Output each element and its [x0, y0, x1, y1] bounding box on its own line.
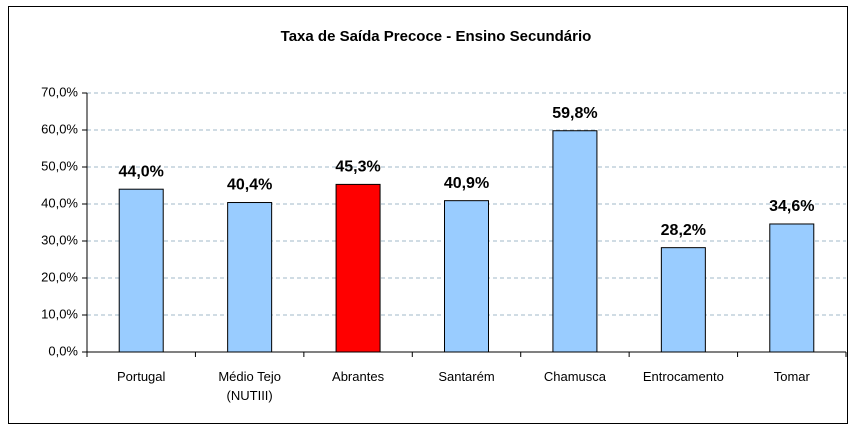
bar: [335, 183, 381, 353]
x-tick-label: Abrantes: [332, 369, 385, 384]
x-tick-label: Portugal: [116, 369, 166, 384]
bar: [660, 247, 706, 353]
data-label: 34,6%: [769, 198, 814, 215]
x-tick-label: Chamusca: [543, 369, 606, 384]
y-tick-label: 40,0%: [41, 195, 78, 210]
y-tick-label: 0,0%: [48, 343, 78, 358]
y-tick-label: 20,0%: [41, 269, 78, 284]
data-label: 44,0%: [119, 163, 164, 180]
bar: [118, 188, 164, 353]
y-tick-label: 60,0%: [41, 121, 78, 136]
data-label: 28,2%: [661, 222, 706, 239]
y-tick-label: 30,0%: [41, 232, 78, 247]
x-tick-label: Entrocamento: [642, 369, 724, 384]
bar: [769, 223, 815, 353]
chart-title: Taxa de Saída Precoce - Ensino Secundári…: [281, 28, 592, 45]
bar: [444, 200, 489, 353]
bar: [227, 202, 273, 353]
data-label: 40,9%: [444, 175, 489, 192]
y-tick-label: 50,0%: [41, 158, 78, 173]
y-tick-label: 70,0%: [41, 84, 78, 99]
data-label: 59,8%: [552, 105, 597, 122]
data-label: 40,4%: [227, 177, 272, 194]
bar: [552, 130, 598, 353]
y-tick-label: 10,0%: [41, 306, 78, 321]
x-tick-label: Tomar: [773, 369, 810, 384]
x-tick-label: Santarém: [438, 369, 495, 384]
data-label: 45,3%: [335, 159, 380, 176]
x-tick-label: Médio Tejo (NUTIII): [218, 369, 281, 403]
